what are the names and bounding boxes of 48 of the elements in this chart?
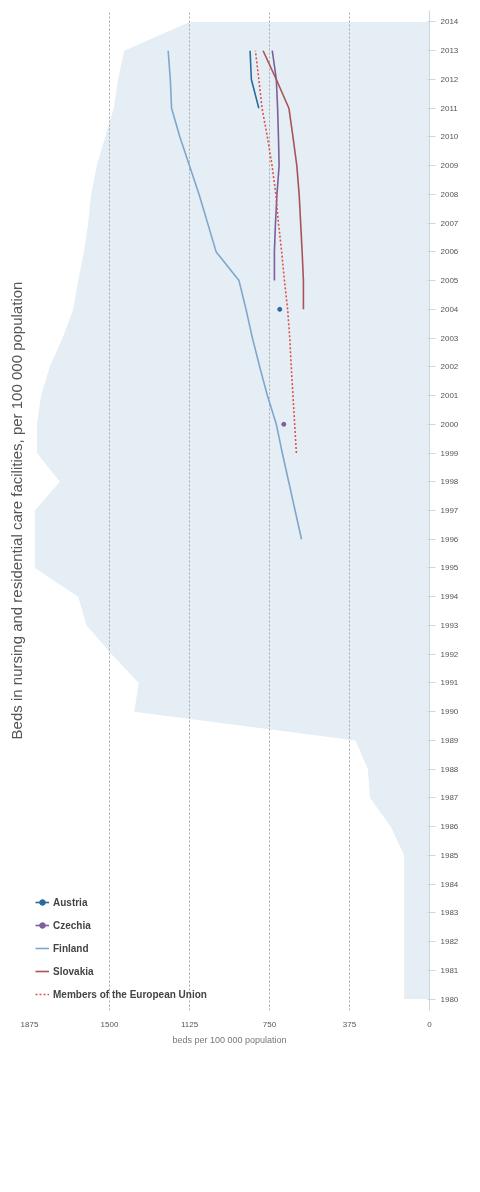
y-tick-label: 1992 [440, 649, 459, 659]
x-axis-title: beds per 100 000 population [172, 1034, 287, 1045]
x-tick-label: 1875 [20, 1019, 39, 1029]
x-tick-label: 750 [262, 1019, 277, 1029]
x-tick-label: 0 [427, 1019, 433, 1029]
y-tick-label: 2002 [440, 362, 459, 372]
y-tick-label: 1995 [440, 563, 459, 573]
legend-label: Czechia [53, 919, 91, 931]
y-tick-label: 1986 [440, 822, 459, 832]
y-tick-label: 2006 [440, 247, 459, 257]
y-tick-label: 1998 [440, 477, 459, 487]
legend-label: Slovakia [53, 965, 94, 977]
y-tick-label: 2007 [440, 218, 459, 228]
y-tick-label: 2011 [440, 103, 459, 113]
x-tick-label: 1125 [180, 1019, 199, 1029]
y-tick-label: 2004 [440, 304, 459, 314]
legend-label: Members of the European Union [53, 988, 207, 1000]
y-tick-label: 2013 [440, 46, 459, 56]
legend-label: Finland [53, 942, 89, 954]
y-tick-label: 1984 [440, 879, 459, 889]
y-tick-label: 1987 [440, 793, 459, 803]
y-tick-label: 1983 [440, 908, 459, 918]
y-tick-label: 2012 [440, 74, 459, 84]
y-tick-label: 1991 [440, 678, 459, 688]
y-tick-label: 1985 [440, 850, 459, 860]
y-tick-label: 2014 [440, 17, 459, 27]
y-tick-label: 2009 [440, 161, 459, 171]
text: Beds in nursing and residential care facilities, per 100 000 population [7, 281, 25, 740]
y-tick-label: 2003 [440, 333, 459, 343]
y-tick-label: 1997 [440, 506, 459, 515]
y-tick-label: 1999 [440, 448, 459, 458]
y-tick-label: 1993 [440, 620, 459, 630]
y-tick-label: 1981 [440, 965, 459, 975]
y-tick-label: 2005 [440, 276, 459, 286]
y-tick-label: 1990 [440, 707, 459, 717]
y-tick-label: 2010 [440, 132, 459, 142]
y-tick-label: 1994 [440, 592, 459, 602]
legend-label: Austria [53, 896, 88, 908]
y-tick-label: 1980 [440, 994, 459, 1004]
y-tick-label: 2001 [440, 391, 459, 401]
y-tick-label: 1989 [440, 735, 459, 745]
y-tick-label: 1988 [440, 764, 459, 774]
x-tick-label: 1500 [100, 1019, 119, 1029]
x-tick-label: 375 [342, 1019, 357, 1029]
y-tick-label: 1982 [440, 937, 459, 947]
y-tick-label: 2008 [440, 189, 459, 199]
y-tick-label: 2000 [440, 419, 459, 429]
y-tick-label: 1996 [440, 534, 459, 544]
